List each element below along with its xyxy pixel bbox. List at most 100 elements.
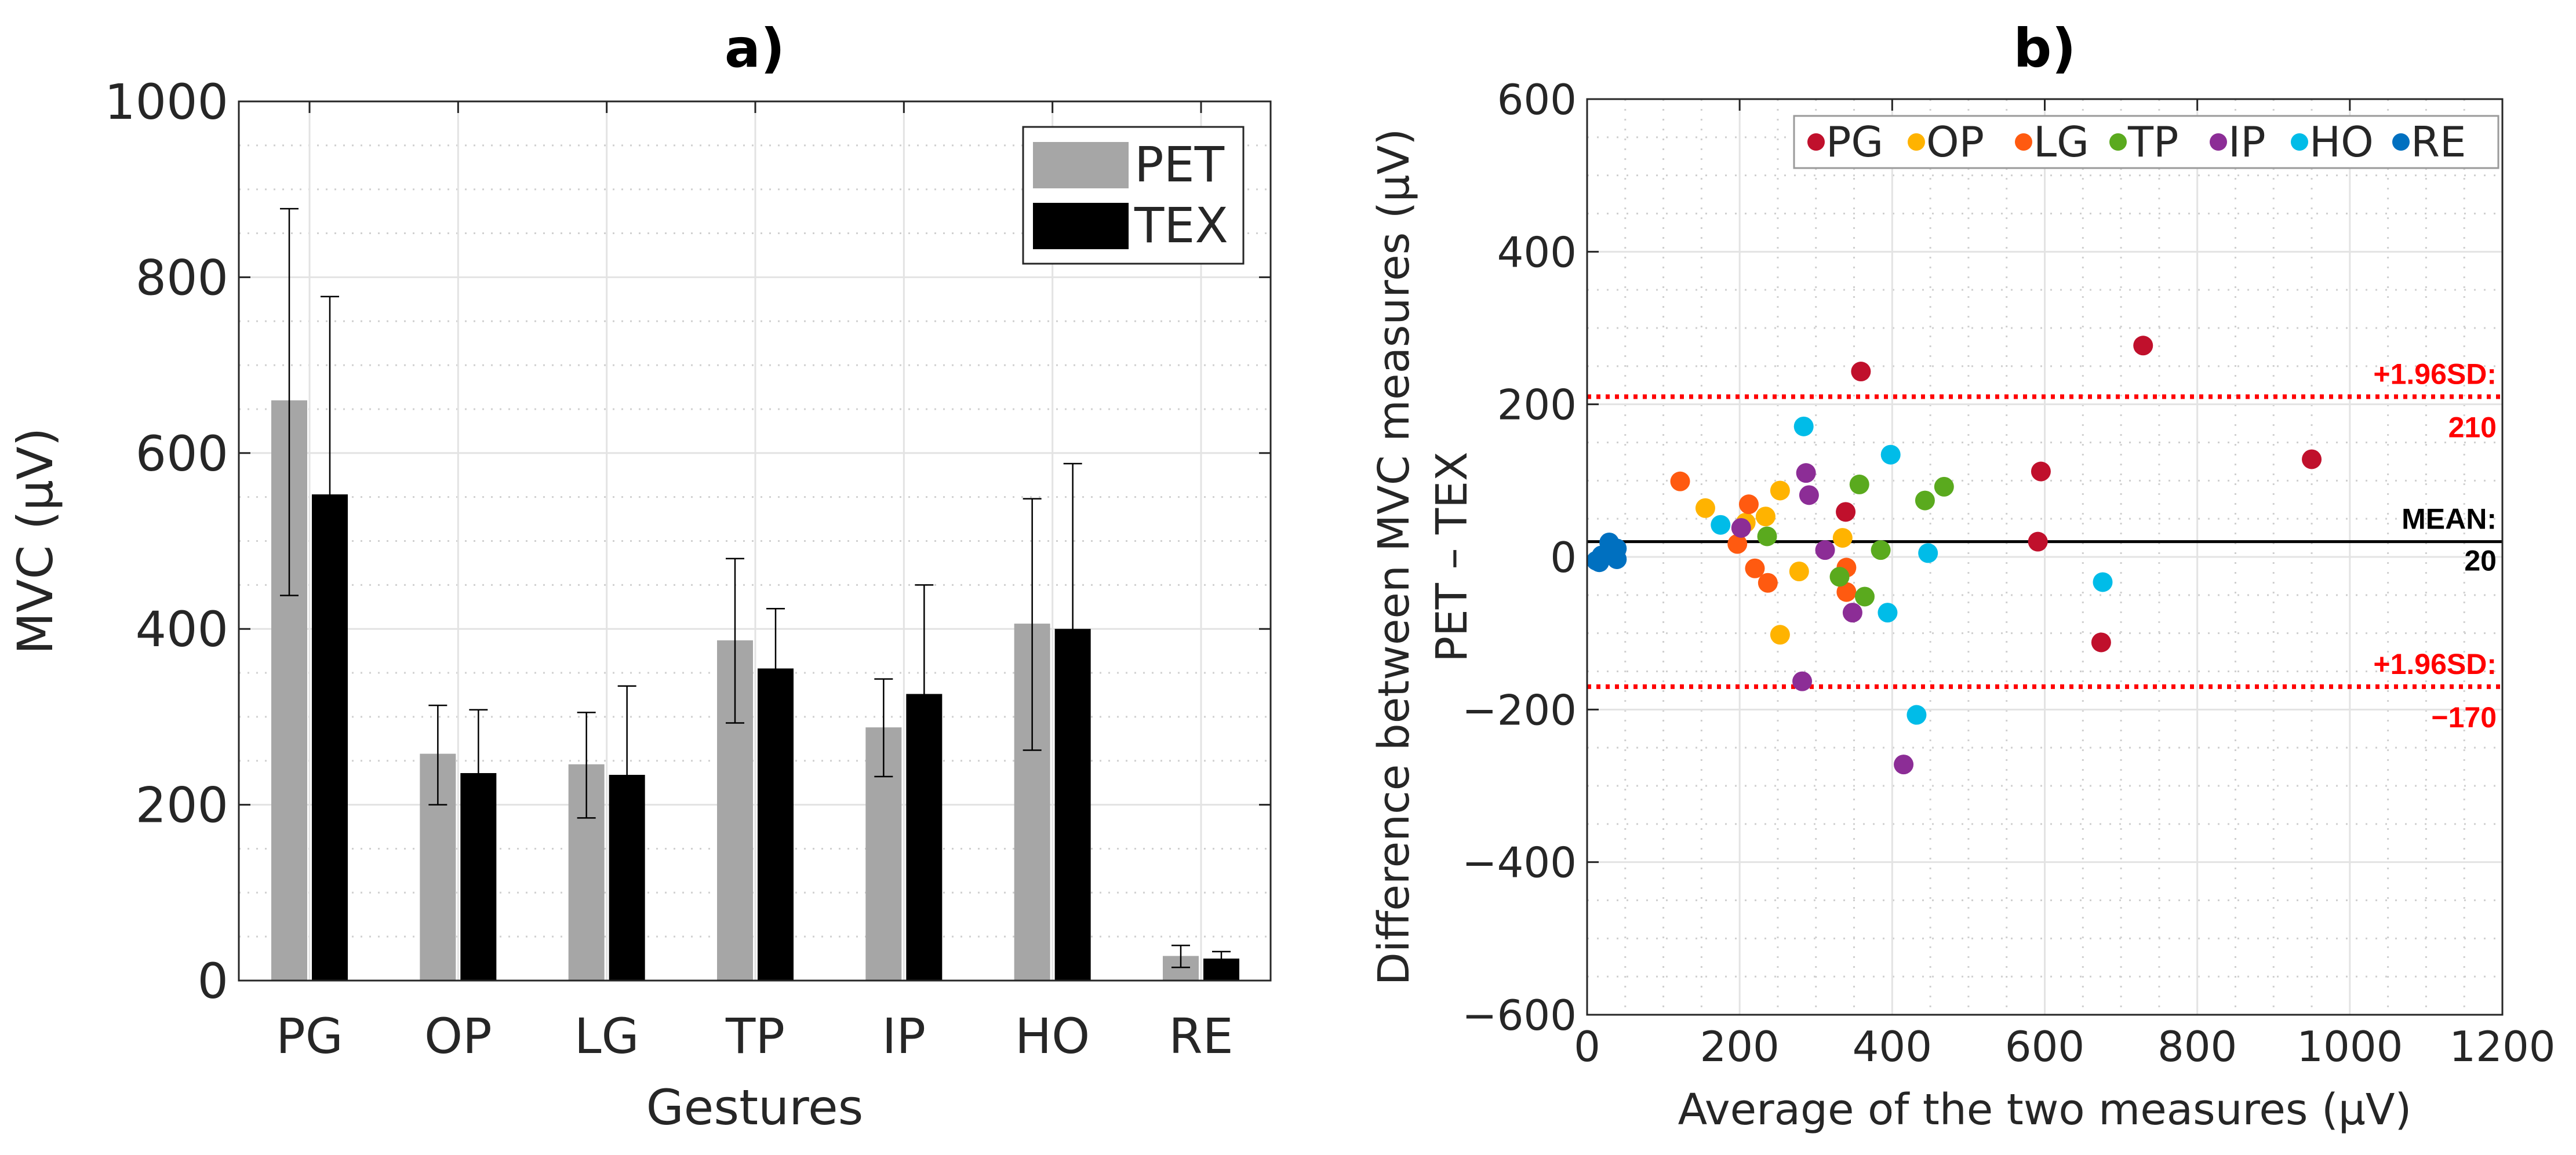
reference-line-value: 210 — [2448, 411, 2497, 444]
x-tick-label: 400 — [1853, 1022, 1932, 1071]
point-ho — [1918, 543, 1938, 563]
legend-label-op: OP — [1926, 118, 1984, 166]
point-ip — [1894, 755, 1914, 775]
point-tp — [1829, 567, 1850, 587]
point-pg — [2133, 336, 2153, 356]
legend-swatch-pet — [1033, 142, 1129, 188]
point-lg — [1738, 494, 1759, 515]
point-op — [1789, 562, 1809, 582]
reference-line-label: +1.96SD: — [2373, 648, 2497, 680]
panel-b-bland-altman-plot: −600 −400 −200 0 200 400 600 0 200 400 600 800 1000 1… — [1369, 17, 2556, 1135]
point-tp — [1849, 474, 1869, 494]
point-tp — [1871, 540, 1891, 560]
chart-title-a: a) — [725, 17, 785, 79]
legend-marker-tp — [2109, 133, 2127, 151]
point-ip — [1792, 671, 1813, 691]
y-axis-label-line2: PET – TEX — [1427, 451, 1477, 662]
y-tick-label: 200 — [136, 777, 228, 834]
point-lg — [1670, 471, 1690, 491]
x-tick-label: 800 — [2157, 1022, 2237, 1071]
legend: PG OP LG TP IP HO RE — [1793, 115, 2499, 169]
legend-label-re: RE — [2411, 118, 2466, 166]
y-tick-label: 1000 — [104, 74, 228, 130]
legend-label-pg: PG — [1826, 118, 1883, 166]
reference-line-label: MEAN: — [2402, 503, 2497, 535]
y-axis-label: MVC (µV) — [7, 428, 64, 655]
x-tick-label: 0 — [1574, 1022, 1600, 1071]
point-lg — [1727, 534, 1748, 554]
point-pg — [2028, 531, 2048, 552]
legend-label-tex: TEX — [1134, 197, 1228, 254]
point-op — [1755, 507, 1775, 527]
y-tick-label: 0 — [198, 953, 228, 1010]
legend-label-lg: LG — [2033, 118, 2089, 166]
x-axis-label: Gestures — [646, 1079, 864, 1136]
point-lg — [1758, 573, 1778, 593]
point-pg — [1836, 502, 1856, 522]
point-tp — [1915, 490, 1935, 511]
point-op — [1832, 528, 1853, 548]
reference-line-label: +1.96SD: — [2373, 358, 2497, 391]
y-tick-label: 600 — [136, 425, 228, 482]
point-ip — [1799, 485, 1819, 505]
legend-label-pet: PET — [1134, 136, 1225, 193]
x-tick-label: 600 — [2005, 1022, 2084, 1071]
point-pg — [1851, 362, 1871, 382]
chart-title-b: b) — [2014, 17, 2076, 79]
x-tick-label: PG — [276, 1008, 343, 1065]
plot-frame — [238, 100, 1272, 982]
point-pg — [2091, 632, 2111, 653]
y-tick-label: −400 — [1462, 839, 1577, 887]
x-tick-label: TP — [725, 1008, 785, 1065]
reference-line-value: −170 — [2431, 701, 2497, 734]
legend-swatch-tex — [1033, 203, 1129, 249]
y-tick-label: 400 — [136, 601, 228, 658]
x-tick-label: OP — [424, 1008, 492, 1065]
point-pg — [2302, 449, 2322, 469]
point-pg — [2031, 461, 2051, 482]
point-ho — [1793, 416, 1814, 436]
point-tp — [1757, 526, 1777, 546]
point-ip — [1796, 463, 1816, 483]
plot-frame — [1586, 98, 2504, 1016]
x-tick-label: IP — [882, 1008, 926, 1065]
reference-line-value: 20 — [2464, 545, 2497, 577]
point-ho — [1878, 603, 1898, 623]
y-tick-label: 800 — [136, 249, 228, 306]
point-op — [1770, 480, 1790, 501]
legend-label-tp: TP — [2127, 118, 2178, 166]
x-tick-label: HO — [1015, 1008, 1090, 1065]
x-tick-label: RE — [1169, 1008, 1233, 1065]
y-tick-label: −600 — [1462, 991, 1577, 1040]
point-ip — [1731, 518, 1751, 538]
x-tick-label: 200 — [1700, 1022, 1779, 1071]
legend-marker-pg — [1807, 133, 1825, 151]
point-tp — [1854, 586, 1875, 607]
point-tp — [1934, 476, 1954, 497]
legend-marker-op — [1908, 133, 1925, 151]
legend-marker-ip — [2210, 133, 2227, 151]
point-op — [1770, 625, 1790, 645]
x-tick-label: 1000 — [2297, 1022, 2403, 1071]
point-ho — [2093, 572, 2113, 592]
point-ho — [1711, 515, 1731, 535]
point-ho — [1880, 444, 1901, 465]
point-re — [1600, 542, 1621, 563]
point-op — [1695, 498, 1715, 518]
point-ip — [1842, 603, 1862, 623]
y-axis-label-line1: Difference between MVC measures (µV) — [1369, 129, 1419, 985]
legend-marker-ho — [2291, 133, 2308, 151]
point-lg — [1745, 558, 1765, 578]
y-tick-label: 200 — [1497, 381, 1577, 429]
point-lg — [1836, 582, 1857, 602]
point-ho — [1906, 705, 1927, 725]
legend-marker-re — [2392, 133, 2410, 151]
y-tick-label: 0 — [1550, 533, 1577, 582]
point-ip — [1815, 540, 1835, 560]
x-tick-label: 1200 — [2449, 1022, 2555, 1071]
x-axis-label: Average of the two measures (µV) — [1678, 1085, 2412, 1135]
x-tick-label: LG — [574, 1008, 639, 1065]
